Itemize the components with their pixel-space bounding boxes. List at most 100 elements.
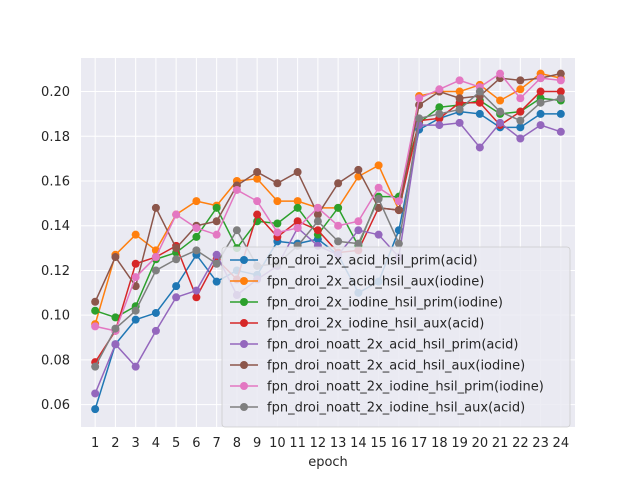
data-point xyxy=(151,253,160,262)
legend-label: fpn_droi_2x_iodine_hsil_aux(acid) xyxy=(267,317,484,332)
x-tick-label: 22 xyxy=(512,436,529,451)
data-point xyxy=(536,74,545,83)
data-point xyxy=(293,223,302,232)
x-tick-label: 9 xyxy=(253,436,261,451)
data-point xyxy=(151,203,160,212)
data-point xyxy=(556,109,565,118)
legend-label: fpn_droi_2x_acid_hsil_aux(iodine) xyxy=(267,275,484,290)
legend-label: fpn_droi_noatt_2x_iodine_hsil_aux(acid) xyxy=(267,401,525,416)
data-point xyxy=(172,244,181,253)
legend-marker xyxy=(240,340,248,348)
data-point xyxy=(111,340,120,349)
data-point xyxy=(354,239,363,248)
x-tick-label: 12 xyxy=(310,436,327,451)
data-point xyxy=(496,118,505,127)
legend-marker xyxy=(240,319,248,327)
x-tick-label: 17 xyxy=(411,436,428,451)
data-point xyxy=(293,197,302,206)
legend-label: fpn_droi_noatt_2x_acid_hsil_prim(acid) xyxy=(267,338,518,353)
data-point xyxy=(253,168,262,177)
data-point xyxy=(556,127,565,136)
data-point xyxy=(516,94,525,103)
data-point xyxy=(415,94,424,103)
series-layer xyxy=(91,69,565,414)
data-point xyxy=(293,168,302,177)
legend-item: fpn_droi_noatt_2x_iodine_hsil_aux(acid) xyxy=(230,401,525,416)
data-point xyxy=(192,286,201,295)
data-point xyxy=(394,197,403,206)
data-point xyxy=(232,226,241,235)
y-tick-label: 0.10 xyxy=(41,309,70,324)
data-point xyxy=(172,293,181,302)
data-point xyxy=(253,197,262,206)
data-point xyxy=(111,253,120,262)
x-tick-label: 4 xyxy=(152,436,160,451)
data-point xyxy=(354,226,363,235)
x-tick-label: 24 xyxy=(553,436,570,451)
data-point xyxy=(496,96,505,105)
legend-marker xyxy=(240,277,248,285)
legend-label: fpn_droi_noatt_2x_iodine_hsil_prim(iodin… xyxy=(267,380,544,395)
data-point xyxy=(374,183,383,192)
data-point xyxy=(455,76,464,85)
data-point xyxy=(435,109,444,118)
data-point xyxy=(536,98,545,107)
x-tick-label: 11 xyxy=(289,436,306,451)
data-point xyxy=(334,221,343,230)
data-point xyxy=(151,326,160,335)
y-tick-label: 0.08 xyxy=(41,353,70,368)
data-point xyxy=(516,107,525,116)
data-point xyxy=(253,174,262,183)
data-point xyxy=(91,306,100,315)
x-tick-label: 1 xyxy=(91,436,99,451)
data-point xyxy=(496,69,505,78)
data-point xyxy=(455,105,464,114)
data-point xyxy=(516,76,525,85)
data-point xyxy=(455,94,464,103)
data-point xyxy=(313,210,322,219)
data-point xyxy=(273,228,282,237)
series-line xyxy=(95,72,561,332)
legend-item: fpn_droi_2x_iodine_hsil_prim(iodine) xyxy=(230,296,503,311)
data-point xyxy=(91,362,100,371)
data-point xyxy=(212,203,221,212)
legend-marker xyxy=(240,382,248,390)
data-point xyxy=(253,210,262,219)
data-point xyxy=(131,273,140,282)
x-tick-label: 10 xyxy=(269,436,286,451)
x-tick-label: 23 xyxy=(532,436,549,451)
x-tick-label: 15 xyxy=(370,436,387,451)
y-tick-label: 0.12 xyxy=(41,264,70,279)
data-point xyxy=(111,324,120,333)
x-axis-label: epoch xyxy=(308,455,348,470)
data-point xyxy=(131,306,140,315)
legend-item: fpn_droi_2x_acid_hsil_aux(iodine) xyxy=(230,275,484,290)
data-point xyxy=(91,405,100,414)
x-tick-label: 21 xyxy=(492,436,509,451)
data-point xyxy=(374,161,383,170)
x-tick-label: 7 xyxy=(213,436,221,451)
data-point xyxy=(273,197,282,206)
data-point xyxy=(435,121,444,130)
x-tick-label: 5 xyxy=(172,436,180,451)
data-point xyxy=(475,98,484,107)
data-point xyxy=(273,219,282,228)
data-point xyxy=(273,179,282,188)
data-point xyxy=(212,250,221,259)
data-point xyxy=(475,87,484,96)
data-point xyxy=(192,246,201,255)
legend-marker xyxy=(240,361,248,369)
x-tick-label: 14 xyxy=(350,436,367,451)
data-point xyxy=(556,87,565,96)
x-tick-label: 16 xyxy=(391,436,408,451)
data-point xyxy=(192,293,201,302)
data-point xyxy=(192,223,201,232)
x-tick-label: 2 xyxy=(111,436,119,451)
legend-marker xyxy=(240,403,248,411)
data-point xyxy=(192,197,201,206)
data-point xyxy=(536,87,545,96)
data-point xyxy=(111,313,120,322)
data-point xyxy=(516,116,525,125)
legend-label: fpn_droi_noatt_2x_acid_hsil_aux(iodine) xyxy=(267,359,525,374)
